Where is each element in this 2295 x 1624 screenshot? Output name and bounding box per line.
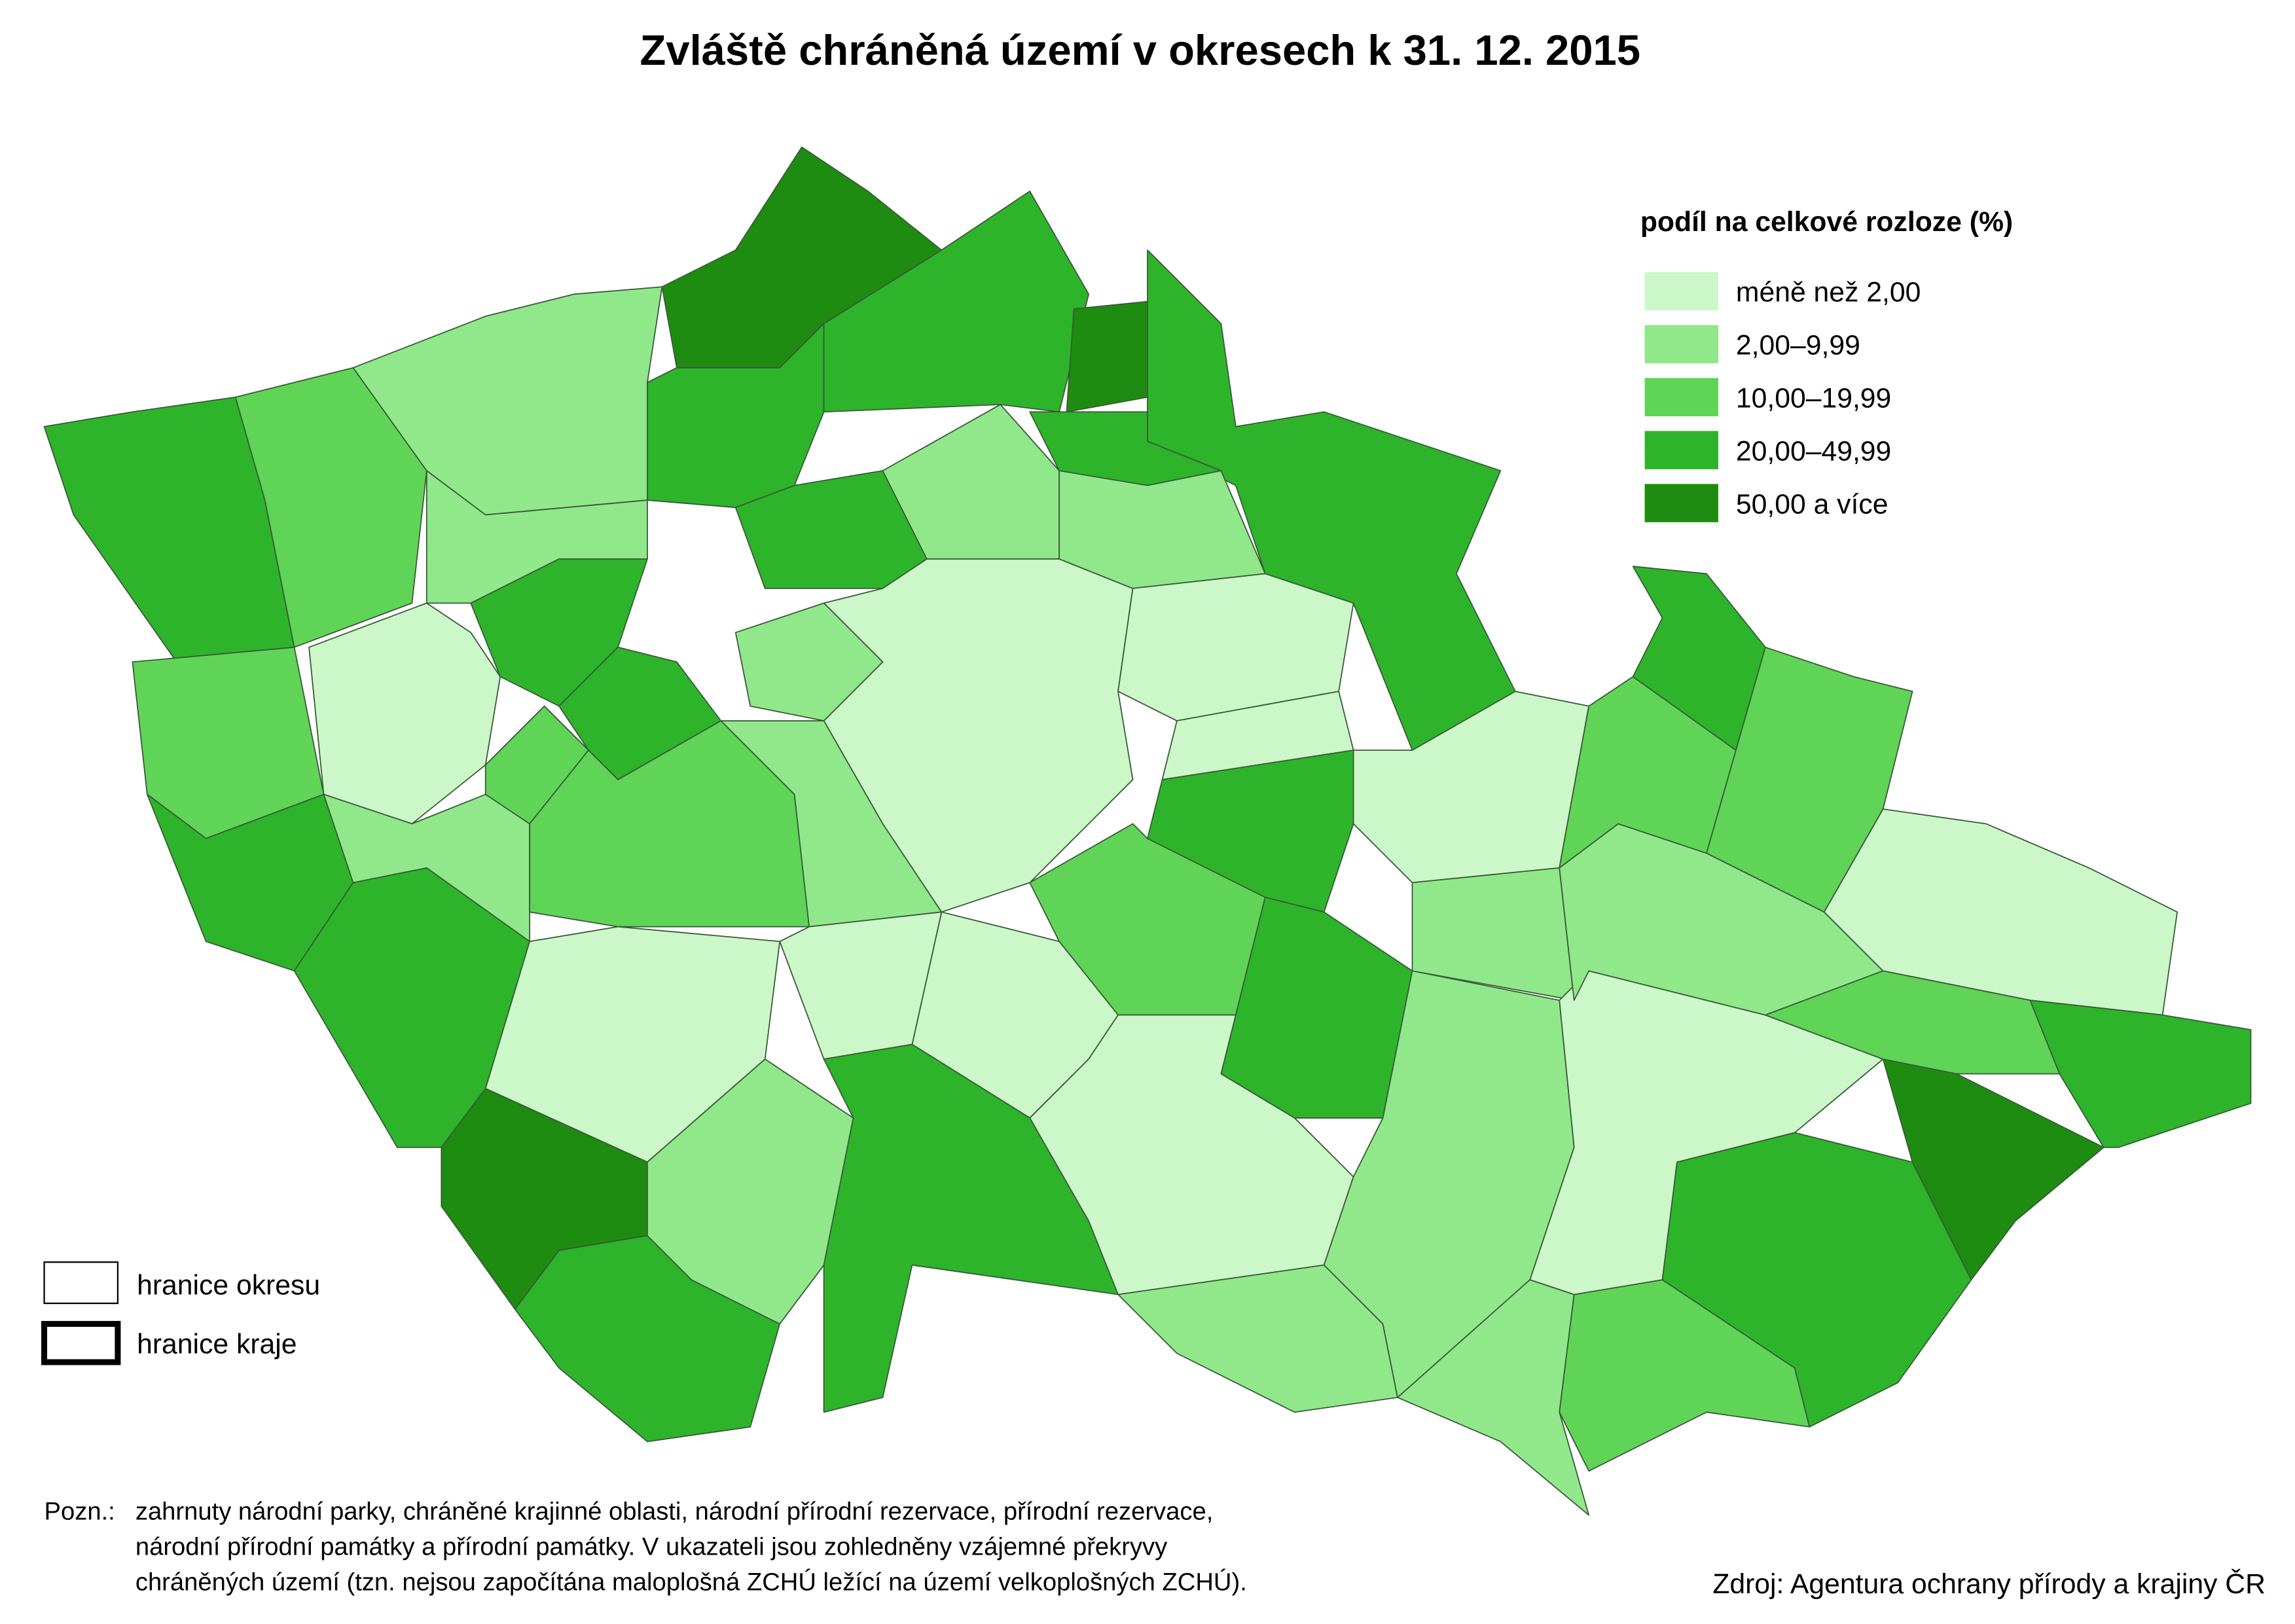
district [1352,691,1590,884]
legend-label: 20,00–49,99 [1736,435,1891,467]
source: Zdroj: Agentura ochrany přírody a krajin… [1712,1568,2266,1600]
map-title: Zvláště chráněná území v okresech k 31. … [640,26,1640,74]
legend-label: 10,00–19,99 [1736,382,1891,414]
legend-label: 50,00 a více [1736,488,1888,520]
legend-swatch [1644,272,1718,311]
note-prefix: Pozn.: [45,1497,115,1525]
district [647,1058,854,1325]
district [1029,1014,1354,1295]
legend: méně než 2,00 2,00–9,99 10,00–19,99 20,00–4… [1644,272,1921,522]
district-layer [43,146,2252,1516]
legend-label: méně než 2,00 [1736,277,1921,308]
legend-swatch [1644,378,1718,416]
note-line: zahrnuty národní parky, chráněné krajinn… [136,1497,1213,1525]
note-line: chráněných území (tzn. nejsou započítána… [136,1568,1247,1596]
district [308,602,501,825]
district [2029,1000,2252,1148]
boundary-label: hranice okresu [137,1270,320,1301]
legend-title: podíl na celkové rozloze (%) [1640,206,2013,238]
district [1706,646,1913,913]
note-line: národní přírodní památky a přírodní pamá… [136,1532,1168,1561]
district [1147,249,1516,751]
legend-swatch [1644,325,1718,364]
district [1066,300,1148,413]
legend-swatch [1644,484,1718,522]
district [1058,470,1266,589]
district-border-swatch [43,1261,119,1305]
legend-label: 2,00–9,99 [1736,330,1860,361]
district [734,602,884,722]
region-border-swatch [41,1321,121,1365]
district [823,1043,1119,1413]
legend-swatch [1644,431,1718,469]
boundary-label: hranice kraje [137,1329,297,1360]
